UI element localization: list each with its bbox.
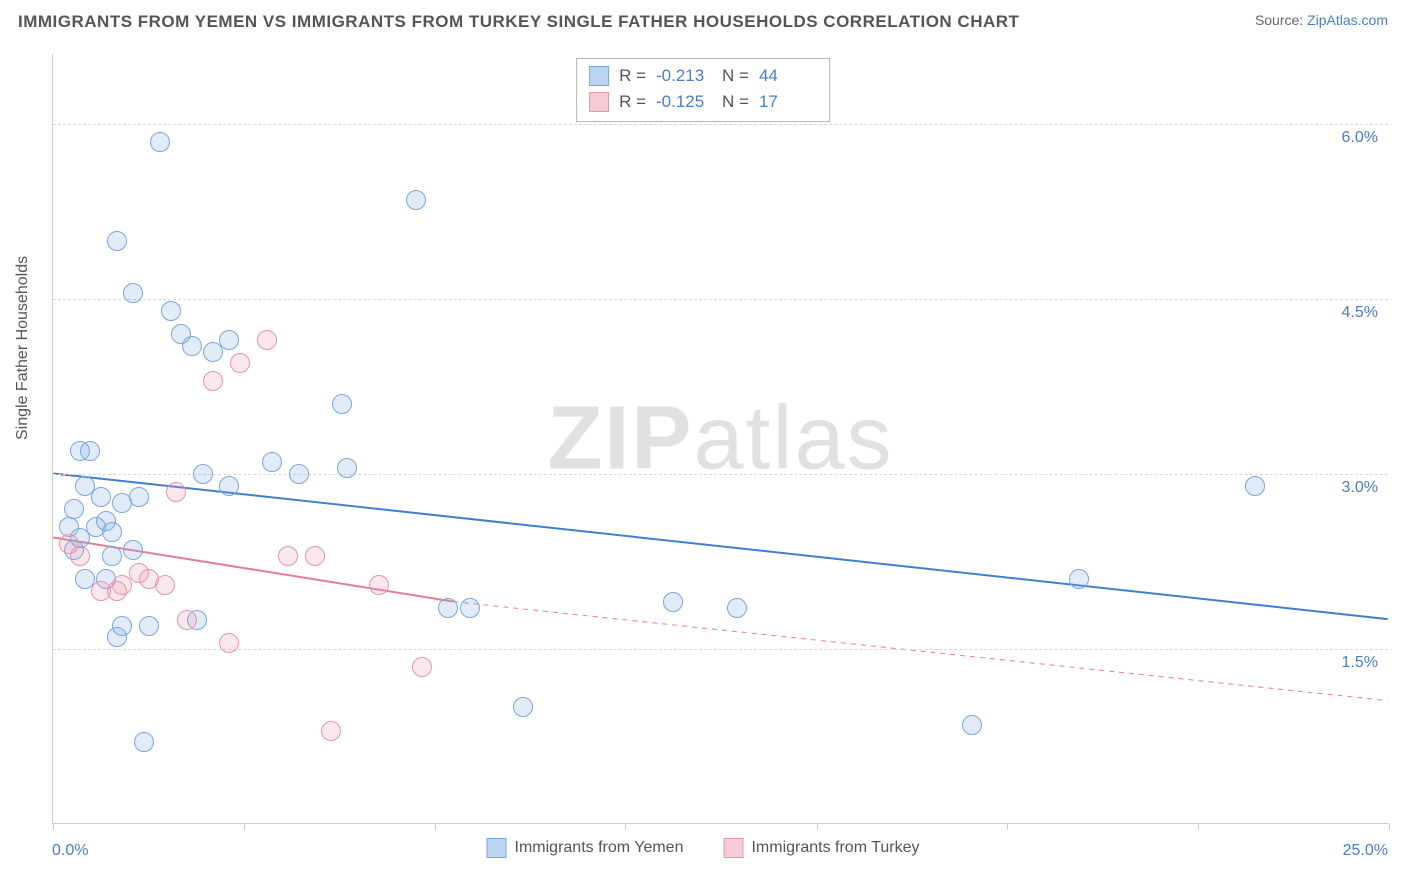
data-point-turkey — [70, 546, 90, 566]
x-min-label: 0.0% — [52, 842, 88, 860]
data-point-yemen — [150, 132, 170, 152]
data-point-turkey — [219, 633, 239, 653]
chart-plot-area: ZIPatlas 1.5%3.0%4.5%6.0% — [52, 54, 1388, 824]
data-point-yemen — [1069, 569, 1089, 589]
n-value-yemen: 44 — [759, 63, 815, 89]
swatch-yemen — [589, 66, 609, 86]
trendlines-svg — [53, 54, 1388, 823]
legend-item-turkey: Immigrants from Turkey — [723, 838, 919, 858]
legend-row-turkey: R = -0.125 N = 17 — [589, 89, 815, 115]
x-tick — [1389, 823, 1390, 830]
r-label: R = — [619, 89, 646, 115]
data-point-turkey — [230, 353, 250, 373]
data-point-yemen — [406, 190, 426, 210]
data-point-yemen — [112, 616, 132, 636]
x-tick — [625, 823, 626, 830]
data-point-yemen — [161, 301, 181, 321]
x-tick — [53, 823, 54, 830]
data-point-yemen — [139, 616, 159, 636]
trendline — [454, 602, 1388, 701]
data-point-turkey — [203, 371, 223, 391]
source-label: Source: — [1255, 12, 1307, 28]
legend-item-yemen: Immigrants from Yemen — [487, 838, 684, 858]
n-value-turkey: 17 — [759, 89, 815, 115]
y-axis-label: Single Father Households — [14, 256, 32, 440]
data-point-yemen — [102, 546, 122, 566]
gridline — [53, 124, 1388, 125]
data-point-yemen — [332, 394, 352, 414]
x-max-label: 25.0% — [1343, 842, 1388, 860]
r-label: R = — [619, 63, 646, 89]
correlation-legend: R = -0.213 N = 44 R = -0.125 N = 17 — [576, 58, 830, 122]
data-point-yemen — [123, 283, 143, 303]
data-point-yemen — [91, 487, 111, 507]
data-point-turkey — [305, 546, 325, 566]
swatch-yemen-icon — [487, 838, 507, 858]
source-value: ZipAtlas.com — [1307, 12, 1388, 28]
x-tick — [1007, 823, 1008, 830]
gridline — [53, 299, 1388, 300]
n-label: N = — [722, 89, 749, 115]
x-tick — [435, 823, 436, 830]
data-point-turkey — [155, 575, 175, 595]
legend-label-yemen: Immigrants from Yemen — [515, 839, 684, 857]
data-point-yemen — [123, 540, 143, 560]
y-tick-label: 3.0% — [1342, 479, 1378, 497]
source-attribution: Source: ZipAtlas.com — [1255, 12, 1388, 28]
data-point-yemen — [1245, 476, 1265, 496]
data-point-yemen — [182, 336, 202, 356]
y-tick-label: 1.5% — [1342, 654, 1378, 672]
data-point-yemen — [460, 598, 480, 618]
data-point-turkey — [257, 330, 277, 350]
data-point-yemen — [337, 458, 357, 478]
data-point-yemen — [438, 598, 458, 618]
data-point-yemen — [962, 715, 982, 735]
data-point-yemen — [64, 499, 84, 519]
data-point-yemen — [80, 441, 100, 461]
data-point-yemen — [289, 464, 309, 484]
x-tick — [244, 823, 245, 830]
r-value-turkey: -0.125 — [656, 89, 712, 115]
r-value-yemen: -0.213 — [656, 63, 712, 89]
chart-title: IMMIGRANTS FROM YEMEN VS IMMIGRANTS FROM… — [18, 12, 1019, 32]
x-tick — [817, 823, 818, 830]
data-point-yemen — [262, 452, 282, 472]
legend-row-yemen: R = -0.213 N = 44 — [589, 63, 815, 89]
plot-inner: 1.5% 3.0% 4.5% 6.0% — [53, 54, 1388, 823]
data-point-turkey — [166, 482, 186, 502]
data-point-yemen — [129, 487, 149, 507]
y-tick-label: 4.5% — [1342, 304, 1378, 322]
data-point-yemen — [513, 697, 533, 717]
gridline — [53, 649, 1388, 650]
data-point-yemen — [663, 592, 683, 612]
swatch-turkey-icon — [723, 838, 743, 858]
data-point-turkey — [369, 575, 389, 595]
y-tick-label: 6.0% — [1342, 129, 1378, 147]
data-point-yemen — [102, 522, 122, 542]
legend-label-turkey: Immigrants from Turkey — [751, 839, 919, 857]
data-point-turkey — [412, 657, 432, 677]
data-point-yemen — [219, 330, 239, 350]
data-point-turkey — [278, 546, 298, 566]
data-point-yemen — [193, 464, 213, 484]
data-point-turkey — [321, 721, 341, 741]
data-point-yemen — [727, 598, 747, 618]
series-legend: Immigrants from Yemen Immigrants from Tu… — [487, 838, 920, 858]
gridline — [53, 474, 1388, 475]
swatch-turkey — [589, 92, 609, 112]
data-point-yemen — [134, 732, 154, 752]
x-tick — [1198, 823, 1199, 830]
data-point-yemen — [219, 476, 239, 496]
data-point-turkey — [177, 610, 197, 630]
n-label: N = — [722, 63, 749, 89]
data-point-yemen — [107, 231, 127, 251]
trendline — [53, 473, 1387, 619]
